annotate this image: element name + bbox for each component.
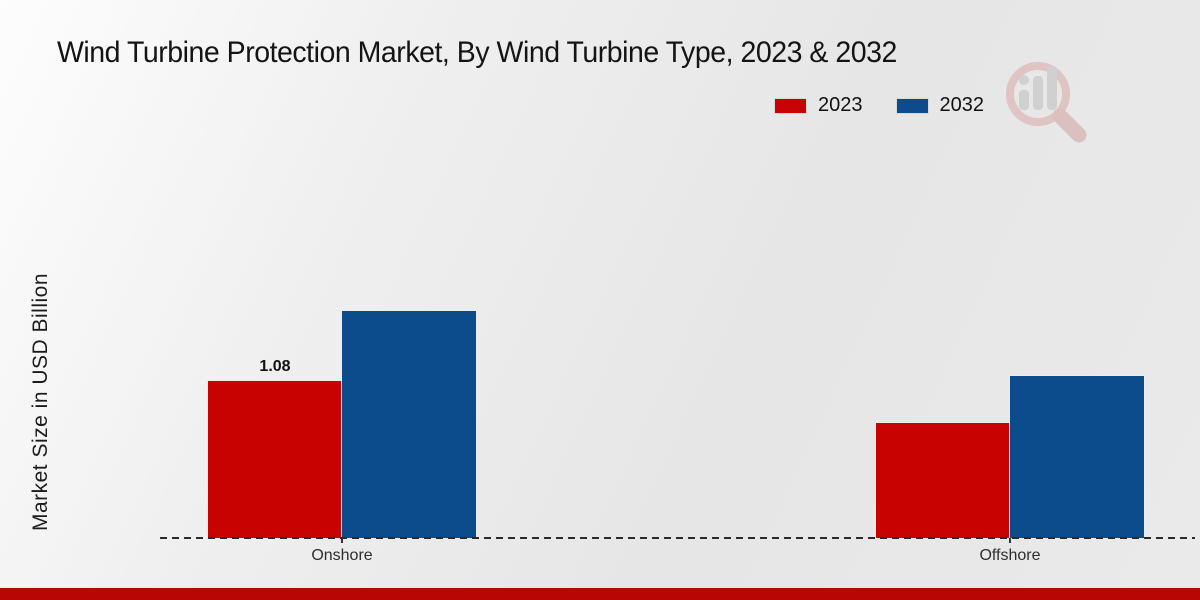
legend-swatch-2023: [775, 98, 806, 113]
x-axis-tick-offshore: [1009, 538, 1011, 543]
plot-area: 1.08 Onshore Offshore: [0, 276, 1200, 564]
legend-label-2032: 2032: [939, 94, 985, 116]
bar-onshore-2032[interactable]: [342, 311, 476, 538]
bar-offshore-2023[interactable]: [876, 423, 1010, 538]
legend-swatch-2032: [896, 98, 928, 113]
bar-group-onshore: 1.08: [208, 311, 476, 538]
bar-offshore-2032[interactable]: [1010, 376, 1144, 538]
x-axis-tick-onshore: [341, 538, 343, 543]
category-label-offshore: Offshore: [979, 547, 1041, 564]
chart-title: Wind Turbine Protection Market, By Wind …: [57, 36, 897, 69]
brand-footer-bar: [0, 588, 1200, 600]
bar-onshore-2023[interactable]: 1.08: [208, 358, 342, 538]
bar-value-label-onshore-2023: 1.08: [259, 358, 291, 375]
x-axis-line: [160, 537, 1195, 539]
legend: 2023 2032: [775, 94, 984, 117]
legend-item-2032[interactable]: 2032: [896, 94, 985, 117]
bar-group-offshore: [876, 376, 1144, 538]
category-label-onshore: Onshore: [311, 547, 373, 564]
magnifier-bar-chart-logo-icon: [1006, 62, 1087, 143]
legend-label-2023: 2023: [818, 94, 863, 116]
legend-item-2023[interactable]: 2023: [775, 94, 863, 117]
